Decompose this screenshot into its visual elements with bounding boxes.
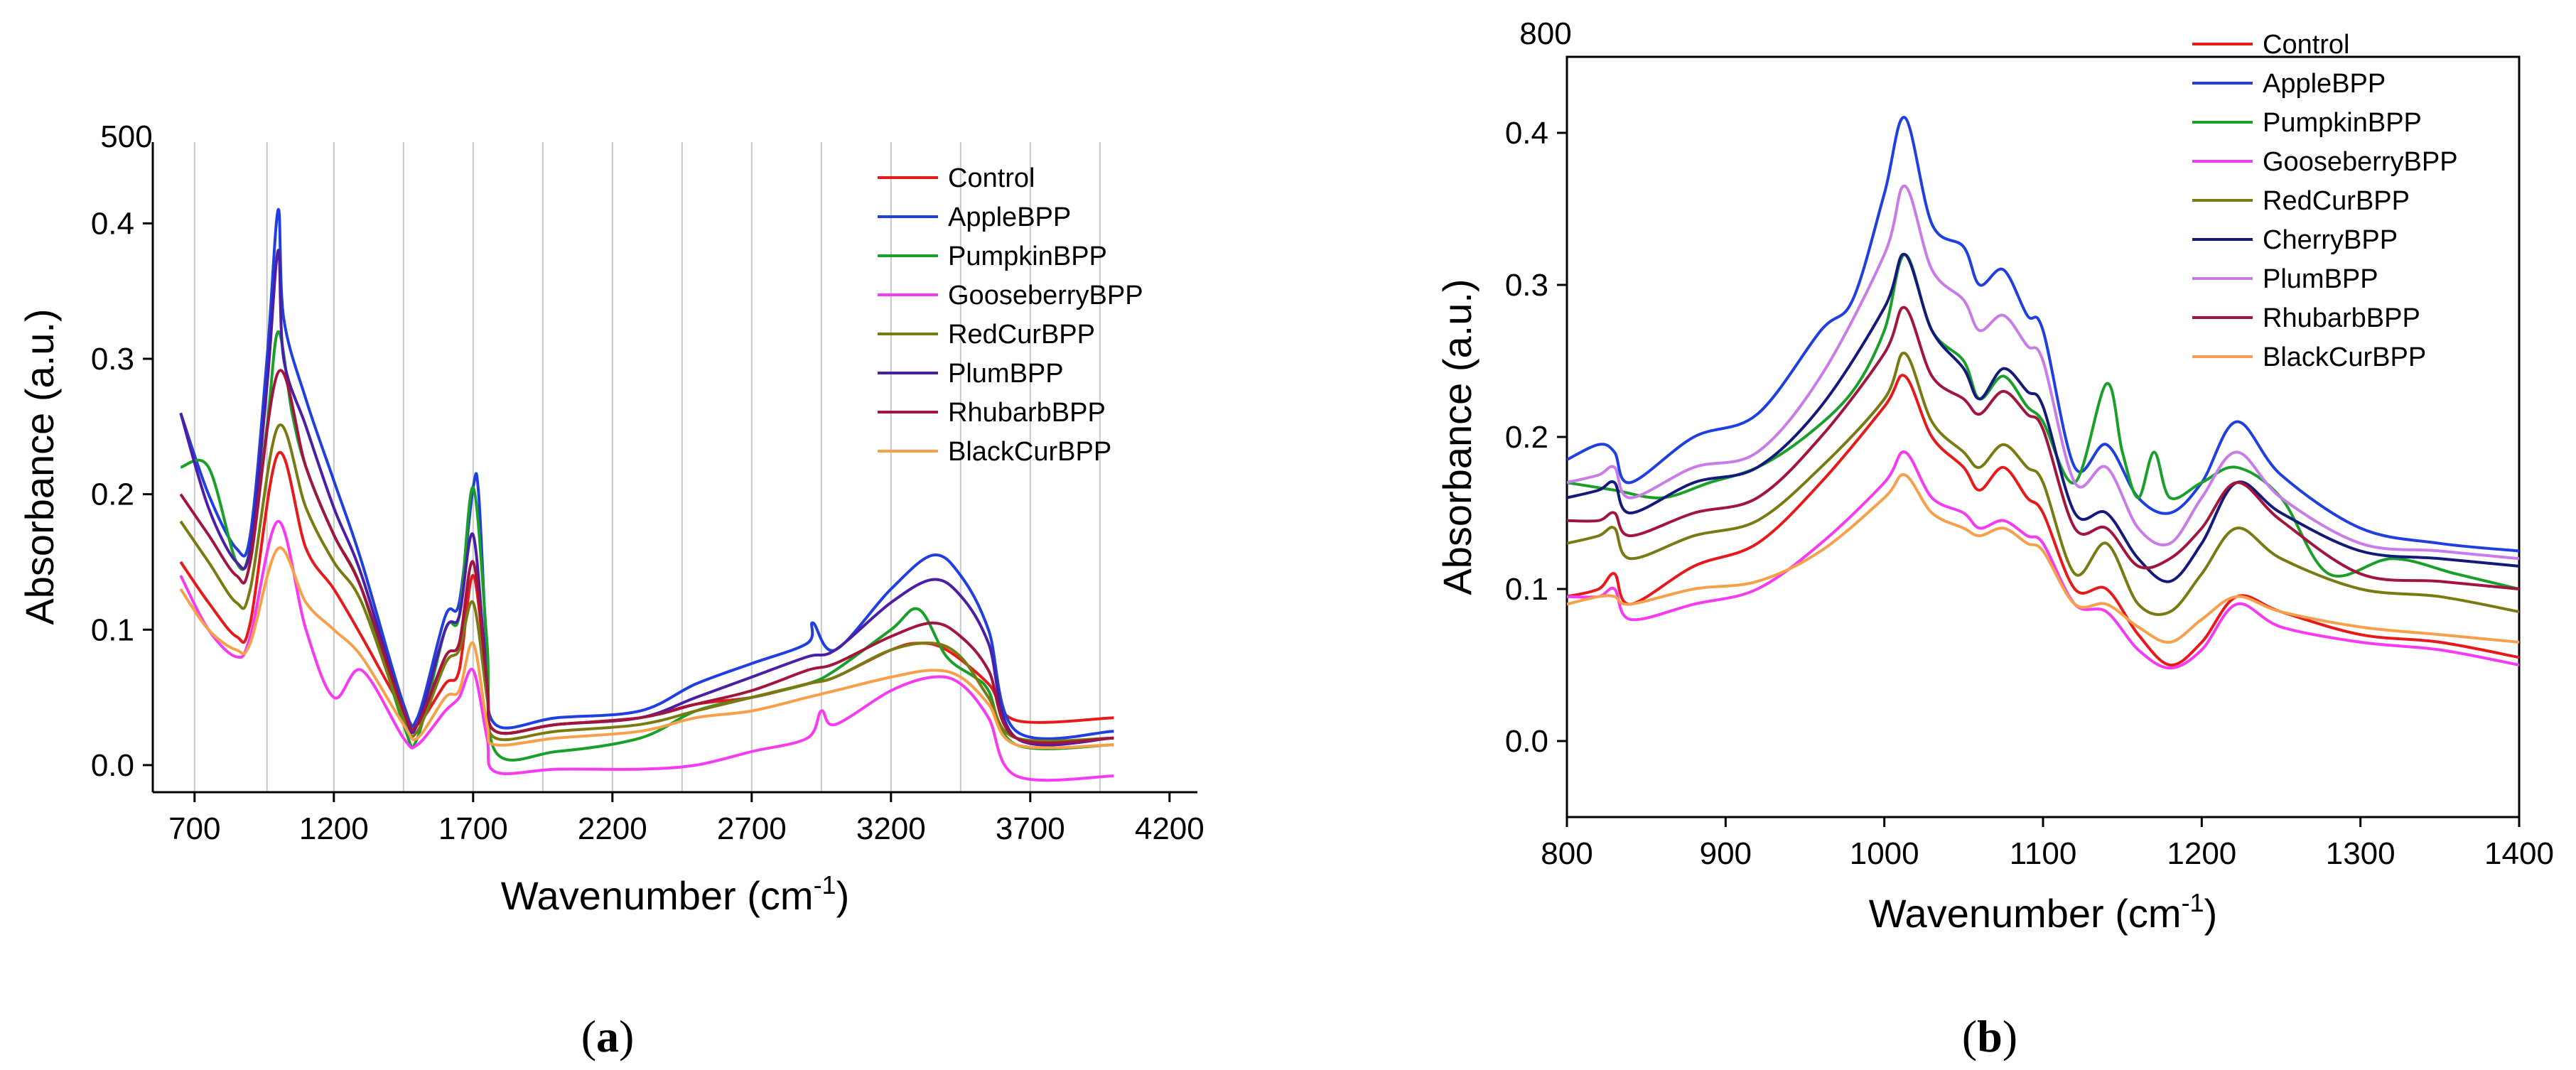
y-axis-label: Absorbance (a.u.) (1435, 279, 1480, 595)
y-tick-label: 0.4 (1505, 116, 1548, 151)
series-line-cherrybpp (1567, 253, 2519, 583)
y-tick-label: 0.0 (91, 748, 134, 783)
axis-corner-label: 800 (1519, 16, 1571, 51)
legend-label-rhubarbbpp: RhubarbBPP (2263, 303, 2420, 333)
panel-label-open: ( (1962, 1011, 1977, 1061)
x-axis-label-sup: -1 (2182, 888, 2204, 917)
x-tick-label: 800 (1541, 836, 1593, 871)
x-axis-label-close: ) (2204, 891, 2218, 936)
series-line-applebpp (179, 208, 1114, 740)
y-axis-label: Absorbance (a.u.) (17, 308, 62, 625)
x-tick-label: 4200 (1135, 811, 1205, 846)
x-axis-label-main: Wavenumber (cm (1869, 891, 2182, 936)
x-tick-label: 3700 (996, 811, 1065, 846)
legend-label-blackcurbpp: BlackCurBPP (948, 437, 1111, 467)
series-line-control (1567, 374, 2519, 667)
legend-label-plumbpp: PlumBPP (948, 359, 1064, 389)
legend-label-applebpp: AppleBPP (948, 202, 1071, 232)
x-tick-label: 1300 (2326, 836, 2396, 871)
series-line-control (179, 450, 1114, 735)
x-axis-label-main: Wavenumber (cm (501, 873, 814, 918)
y-tick-label: 0.1 (1505, 572, 1548, 607)
y-tick-label: 0.1 (91, 612, 134, 647)
series-line-rhubarbbpp (179, 369, 1114, 745)
series-line-blackcurbpp (1567, 473, 2519, 644)
legend-label-blackcurbpp: BlackCurBPP (2263, 342, 2426, 372)
panel-label: (a) (581, 1011, 635, 1061)
x-axis-label-close: ) (836, 873, 850, 918)
panel-label-letter: b (1977, 1011, 2003, 1061)
x-tick-label: 2700 (717, 811, 787, 846)
x-tick-label: 700 (168, 811, 220, 846)
series-line-plumbpp (1567, 184, 2519, 561)
legend-label-redcurbpp: RedCurBPP (2263, 186, 2410, 216)
series-line-gooseberrybpp (1567, 450, 2519, 670)
x-tick-label: 1400 (2484, 836, 2554, 871)
series-line-redcurbpp (179, 423, 1114, 743)
y-tick-label: 0.0 (1505, 724, 1548, 759)
chart-panel-a: 0.0 0.1 0.2 0.3 0.4 700 1200 1700 2200 2700 3200 37… (17, 119, 1205, 1061)
series-line-redcurbpp (1567, 352, 2519, 617)
legend-label-cherrybpp: CherryBPP (2263, 225, 2398, 255)
series-line-blackcurbpp (179, 546, 1114, 750)
legend-label-gooseberrybpp: GooseberryBPP (948, 281, 1143, 310)
x-tick-label: 2200 (578, 811, 647, 846)
series-line-gooseberrybpp (179, 519, 1114, 782)
x-axis-label-sup: -1 (814, 870, 836, 899)
legend-label-control: Control (948, 163, 1035, 193)
panel-label-letter: a (596, 1011, 619, 1061)
y-tick-label: 0.2 (1505, 420, 1548, 455)
axis-corner-label: 500 (100, 119, 152, 154)
legend-label-pumpkinbpp: PumpkinBPP (948, 242, 1107, 271)
chart-panel-b: 0.0 0.1 0.2 0.3 0.4 800 900 1000 1100 1200 1300 140… (1435, 16, 2554, 1061)
x-tick-label: 900 (1700, 836, 1752, 871)
panel-label-open: ( (581, 1011, 596, 1061)
x-axis-label: Wavenumber (cm-1) (501, 870, 849, 918)
x-tick-label: 1700 (438, 811, 508, 846)
x-tick-label: 3200 (856, 811, 926, 846)
y-tick-label: 0.4 (91, 206, 134, 241)
legend-label-plumbpp: PlumBPP (2263, 264, 2378, 294)
x-tick-label: 1200 (299, 811, 369, 846)
legend-label-gooseberrybpp: GooseberryBPP (2263, 147, 2458, 177)
panel-label: (b) (1962, 1011, 2017, 1061)
panel-label-close: ) (619, 1011, 634, 1061)
series-line-plumbpp (179, 249, 1114, 747)
y-tick-label: 0.3 (91, 342, 134, 377)
y-tick-label: 0.3 (1505, 268, 1548, 303)
legend-label-redcurbpp: RedCurBPP (948, 320, 1095, 350)
y-tick-label: 0.2 (91, 477, 134, 512)
series-line-rhubarbbpp (1567, 306, 2519, 590)
legend-label-pumpkinbpp: PumpkinBPP (2263, 108, 2422, 138)
legend-label-applebpp: AppleBPP (2263, 69, 2386, 99)
series-line-applebpp (1567, 116, 2519, 553)
x-axis-label: Wavenumber (cm-1) (1869, 888, 2217, 936)
legend-label-control: Control (2263, 30, 2350, 60)
panel-label-close: ) (2003, 1011, 2017, 1061)
series-line-pumpkinbpp (180, 330, 1114, 762)
x-tick-label: 1200 (2167, 836, 2236, 871)
legend-label-rhubarbbpp: RhubarbBPP (948, 398, 1106, 428)
x-tick-label: 1000 (1850, 836, 1919, 871)
x-tick-label: 1100 (2010, 836, 2077, 871)
